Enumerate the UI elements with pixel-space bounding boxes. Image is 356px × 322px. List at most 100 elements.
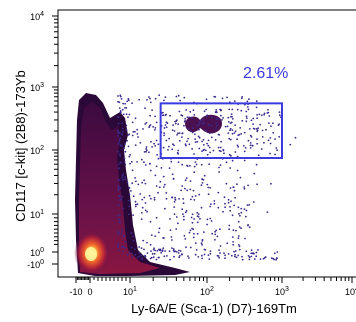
event-dot [234, 130, 237, 133]
event-dot [206, 142, 209, 145]
event-dot [214, 238, 216, 241]
event-dot [151, 109, 154, 111]
event-dot [234, 253, 237, 256]
event-dot [256, 114, 258, 116]
event-dot [232, 243, 235, 246]
event-dot [183, 218, 185, 221]
event-dot [127, 116, 129, 118]
event-dot [226, 96, 228, 99]
event-dot [217, 146, 220, 149]
event-dot [203, 174, 206, 177]
event-dot [193, 199, 196, 201]
event-dot [132, 235, 135, 238]
event-dot [180, 114, 183, 116]
event-dot [177, 161, 180, 164]
event-dot [152, 256, 155, 259]
event-dot [191, 195, 194, 198]
event-dot [168, 167, 171, 170]
event-dot [130, 246, 133, 249]
event-dot [217, 255, 220, 257]
event-dot [128, 193, 131, 196]
event-dot [174, 198, 177, 201]
event-dot [148, 96, 150, 98]
event-dot [272, 131, 275, 134]
event-dot [219, 164, 222, 167]
event-dot [142, 239, 145, 242]
event-dot [131, 252, 134, 255]
event-dot [251, 144, 254, 147]
event-dot [123, 234, 125, 237]
event-dot [196, 124, 199, 127]
event-dot [236, 183, 238, 186]
event-dot [246, 204, 249, 207]
event-dot [121, 174, 124, 177]
event-dot [226, 242, 229, 245]
event-dot [190, 116, 193, 119]
event-dot [275, 258, 277, 261]
event-dot [179, 250, 182, 252]
event-dot [228, 108, 231, 111]
event-dot [151, 253, 154, 255]
event-dot [127, 145, 130, 148]
event-dot [136, 161, 139, 163]
event-dot [140, 247, 143, 250]
event-dot [165, 126, 168, 129]
event-dot [206, 223, 209, 226]
event-dot [169, 114, 171, 117]
event-dot [225, 182, 228, 185]
event-dot [208, 258, 211, 260]
event-dot [146, 99, 148, 101]
event-dot [146, 241, 148, 244]
event-dot [137, 183, 140, 186]
event-dot [173, 255, 175, 258]
event-dot [125, 107, 128, 109]
event-dot [119, 137, 122, 140]
event-dot [265, 128, 267, 131]
event-dot [228, 137, 231, 140]
event-dot [188, 231, 191, 234]
event-dot [181, 253, 183, 256]
event-dot [117, 115, 119, 118]
event-dot [199, 217, 201, 220]
event-dot [171, 148, 174, 151]
event-dot [256, 138, 258, 141]
event-dot [184, 238, 187, 240]
event-dot [165, 113, 168, 116]
event-dot [186, 116, 189, 119]
event-dot [209, 217, 212, 220]
event-dot [163, 132, 166, 135]
event-dot [175, 216, 178, 218]
event-dot [232, 186, 235, 189]
event-dot [205, 129, 208, 132]
event-dot [168, 137, 171, 140]
event-dot [177, 149, 180, 152]
event-dot [122, 250, 124, 253]
y-tick-label-5: 104 [30, 11, 44, 22]
event-dot [117, 143, 119, 145]
gate-percentage-label: 2.61% [243, 65, 288, 82]
event-dot [162, 146, 165, 149]
event-dot [132, 130, 135, 133]
event-dot [248, 258, 251, 261]
event-dot [182, 213, 184, 216]
event-dot [177, 152, 180, 155]
event-dot [121, 195, 124, 198]
event-dot [217, 191, 220, 194]
event-dot [154, 235, 157, 238]
event-dot [274, 138, 276, 141]
event-dot [132, 214, 135, 217]
gate-rectangle[interactable] [159, 102, 284, 159]
event-dot [222, 210, 224, 213]
event-dot [124, 246, 126, 249]
event-dot [117, 150, 119, 153]
event-dot [158, 94, 161, 97]
x-tick-label-4: 103 [275, 286, 289, 297]
event-dot [243, 208, 246, 211]
event-dot [155, 165, 158, 168]
event-dot [189, 229, 192, 232]
event-dot [239, 127, 242, 129]
event-dot [229, 138, 232, 141]
event-dot [183, 124, 185, 127]
event-dot [274, 153, 276, 156]
